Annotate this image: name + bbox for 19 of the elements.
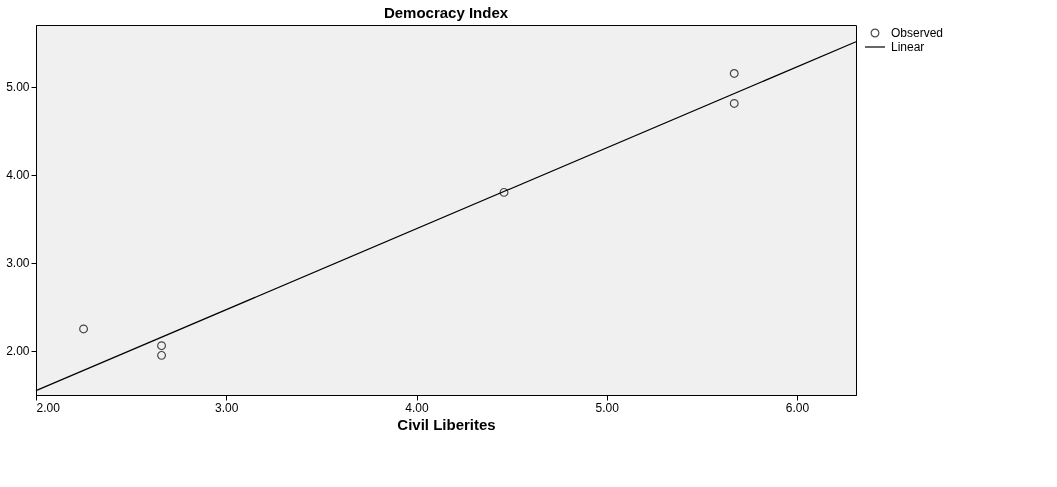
legend-label: Linear — [891, 40, 925, 54]
legend-label: Observed — [891, 26, 944, 40]
point — [157, 341, 167, 351]
y-tick-label: 3.00 — [6, 256, 30, 271]
x-tick-label: 2.00 — [36, 400, 61, 415]
x-tick-label: 4.00 — [405, 400, 430, 415]
point — [729, 68, 739, 78]
point — [157, 350, 167, 360]
point — [729, 98, 739, 108]
y-tick-label: 5.00 — [6, 80, 30, 95]
x-tick-label: 3.00 — [215, 400, 239, 415]
x-axis-title: Civil Liberites — [397, 415, 496, 433]
x-tick-label: 5.00 — [595, 400, 620, 415]
y-tick-label: 4.00 — [6, 168, 30, 183]
chart-title: Democracy Index — [383, 4, 509, 21]
y-tick-label: 2.00 — [6, 344, 30, 359]
point — [499, 187, 509, 197]
x-tick-label: 6.00 — [785, 400, 810, 415]
point — [79, 324, 89, 334]
